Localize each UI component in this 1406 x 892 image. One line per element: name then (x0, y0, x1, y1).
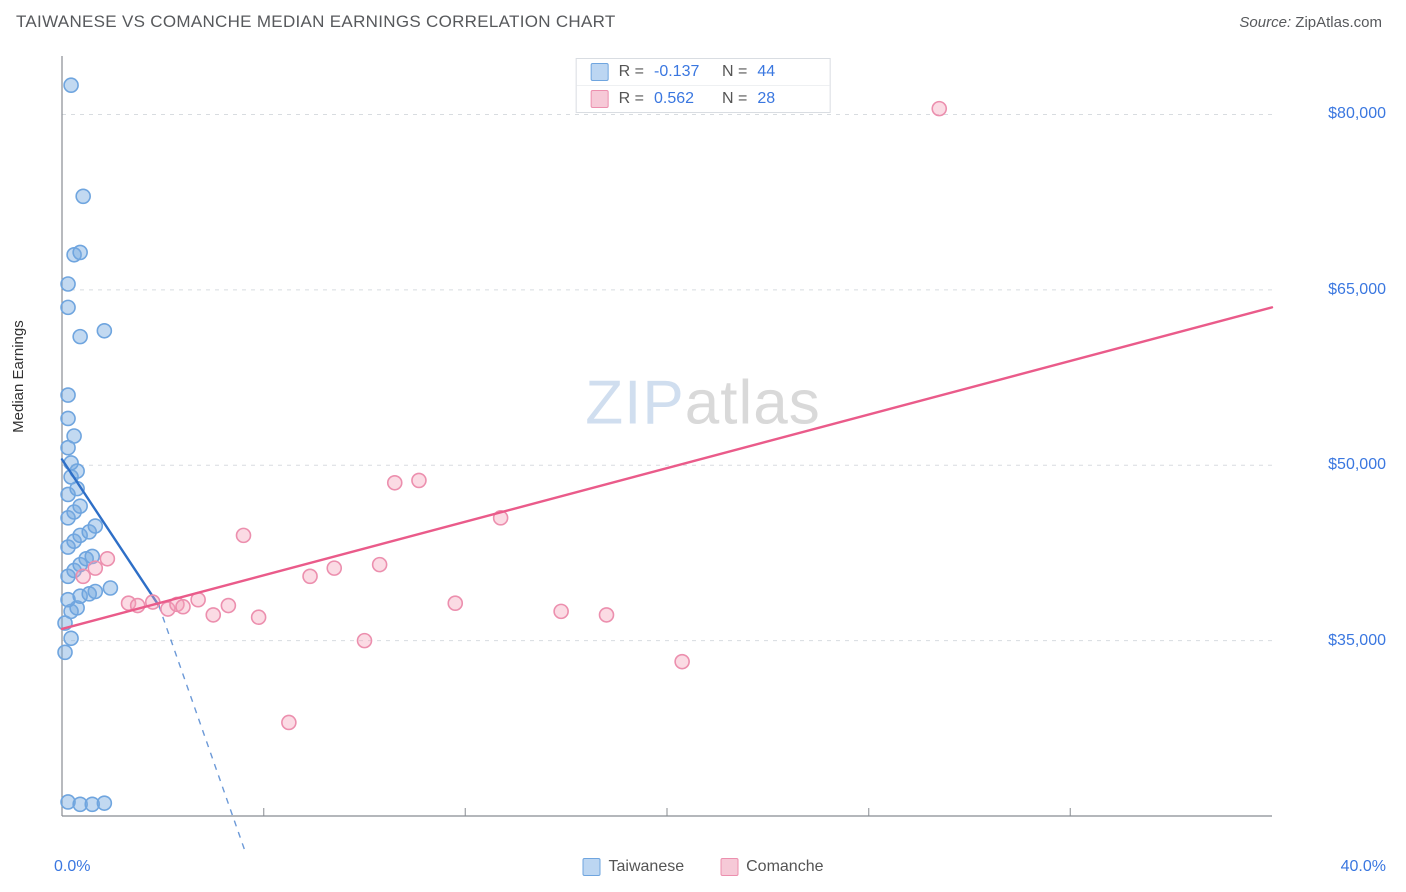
series-legend: Taiwanese Comanche (583, 858, 824, 876)
y-tick-label: $50,000 (1328, 456, 1386, 474)
legend-r-label: R = (619, 63, 644, 81)
series-legend-label: Taiwanese (609, 858, 685, 876)
chart-title: TAIWANESE VS COMANCHE MEDIAN EARNINGS CO… (16, 12, 616, 32)
y-tick-label: $80,000 (1328, 105, 1386, 123)
legend-row: R = 0.562 N = 28 (577, 85, 830, 112)
x-axis-min-label: 0.0% (54, 858, 90, 876)
scatter-plot-svg (16, 50, 1356, 850)
y-tick-label: $65,000 (1328, 281, 1386, 299)
legend-n-value: 44 (757, 63, 815, 81)
legend-swatch (720, 858, 738, 876)
chart-area: Median Earnings ZIPatlas R =-0.137N =44R… (16, 50, 1390, 872)
legend-swatch (583, 858, 601, 876)
legend-n-label: N = (722, 63, 747, 81)
legend-swatch (591, 63, 609, 81)
legend-n-label: N = (722, 90, 747, 108)
series-legend-label: Comanche (746, 858, 823, 876)
chart-header: TAIWANESE VS COMANCHE MEDIAN EARNINGS CO… (0, 0, 1406, 38)
source-label: Source: (1239, 14, 1291, 31)
legend-r-value: -0.137 (654, 63, 712, 81)
legend-r-label: R = (619, 90, 644, 108)
legend-r-value: 0.562 (654, 90, 712, 108)
legend-swatch (591, 90, 609, 108)
series-legend-item: Taiwanese (583, 858, 685, 876)
series-legend-item: Comanche (720, 858, 823, 876)
y-axis-label: Median Earnings (10, 320, 27, 433)
correlation-legend: R = -0.137 N = 44 R = 0.562 N = 28 (576, 58, 831, 113)
source-attribution: Source: ZipAtlas.com (1239, 14, 1382, 31)
y-tick-label: $35,000 (1328, 632, 1386, 650)
legend-n-value: 28 (757, 90, 815, 108)
x-axis-max-label: 40.0% (1341, 858, 1386, 876)
legend-row: R = -0.137 N = 44 (577, 59, 830, 85)
source-value: ZipAtlas.com (1295, 14, 1382, 31)
